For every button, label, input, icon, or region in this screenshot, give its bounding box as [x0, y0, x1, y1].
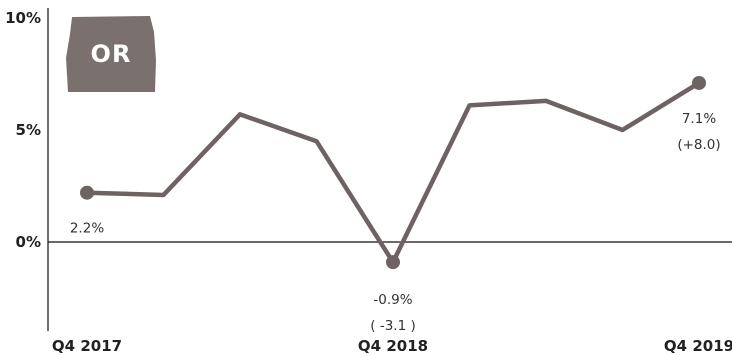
data-label: 2.2%: [70, 221, 104, 237]
data-point-marker: [386, 255, 400, 270]
data-point-marker: [692, 75, 706, 90]
data-label: ( -3.1 ): [370, 318, 415, 334]
data-annotations: 2.2% -0.9% ( -3.1 ) 7.1% (+8.0): [70, 111, 721, 334]
or-state-badge: OR: [66, 16, 156, 92]
y-tick-label: 0%: [16, 233, 41, 251]
x-tick-label: Q4 2018: [358, 337, 428, 355]
x-tick-label: Q4 2017: [52, 337, 122, 355]
y-tick-label: 10%: [5, 9, 41, 27]
x-tick-label: Q4 2019: [664, 337, 732, 355]
data-point-marker: [80, 185, 94, 200]
data-label: (+8.0): [677, 137, 720, 153]
x-axis-ticks: Q4 2017 Q4 2018 Q4 2019: [52, 337, 732, 355]
series-markers: [80, 75, 706, 270]
axes: [47, 8, 732, 331]
data-label: 7.1%: [682, 111, 716, 127]
data-label: -0.9%: [373, 292, 412, 308]
oregon-shape-icon: [66, 16, 156, 92]
series-polyline: [84, 80, 702, 265]
y-axis-ticks: 0% 5% 10%: [5, 9, 41, 251]
series-line: [84, 80, 702, 265]
state-abbreviation: OR: [91, 40, 132, 68]
y-tick-label: 5%: [16, 121, 41, 139]
